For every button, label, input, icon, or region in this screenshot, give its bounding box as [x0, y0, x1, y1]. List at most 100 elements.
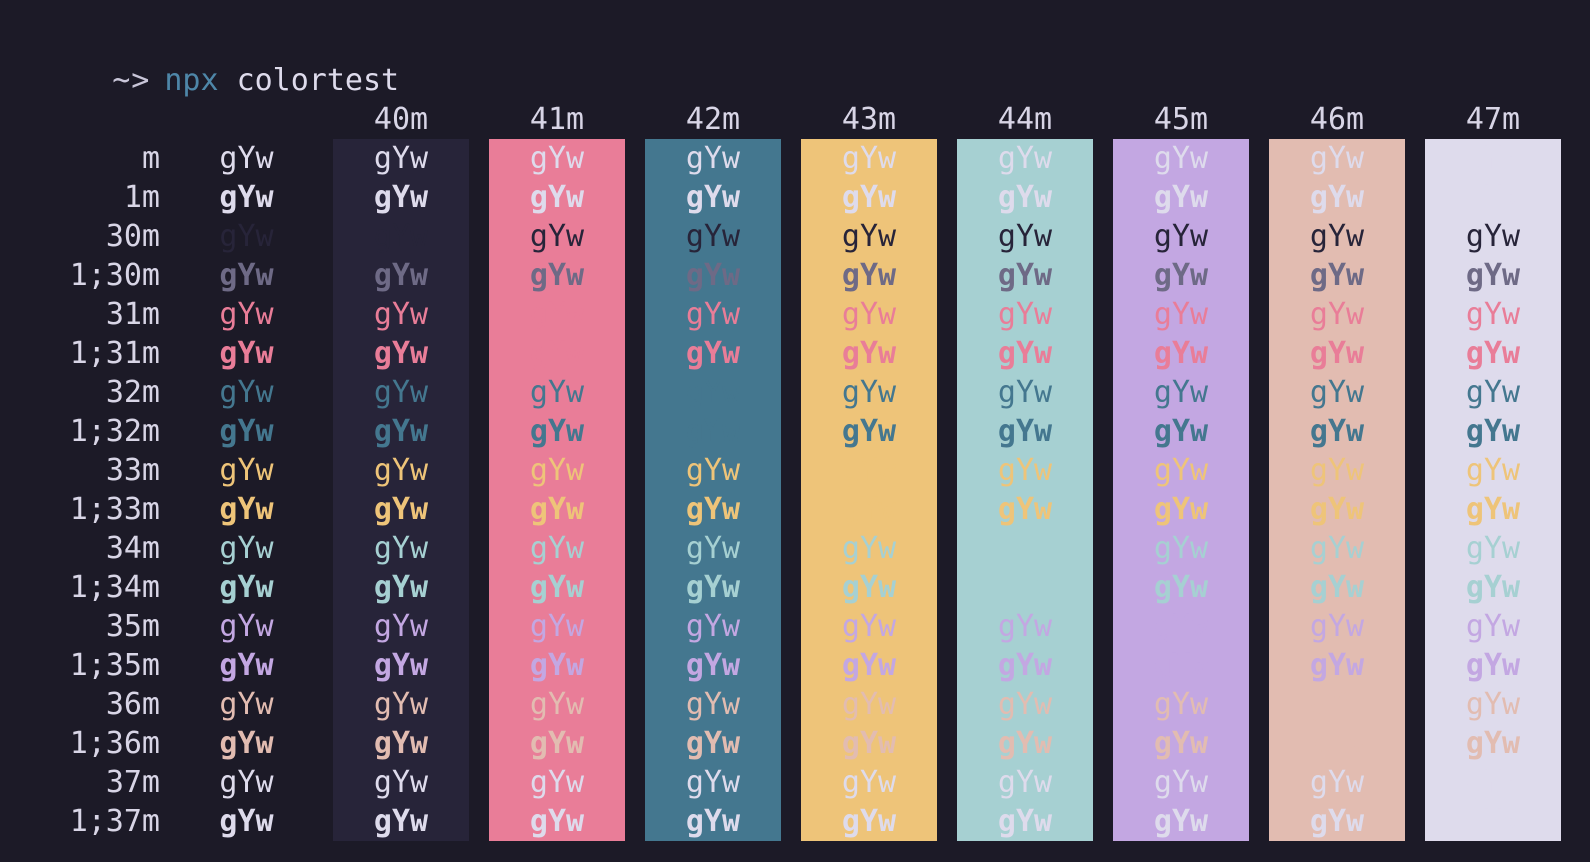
color-row: 1m gYw gYw gYw gYw gYw gYw gYw gYw gYw	[0, 178, 1581, 217]
color-cell: gYw	[645, 295, 781, 334]
color-cell: gYw	[333, 178, 469, 217]
color-cell-wrap: gYw	[1425, 373, 1581, 412]
color-cell-wrap: gYw	[1113, 256, 1269, 295]
color-cell-wrap: gYw	[1113, 685, 1269, 724]
row-label: 34m	[105, 531, 160, 566]
color-cell: gYw	[333, 724, 469, 763]
color-cell-wrap: gYw	[333, 607, 489, 646]
color-cell-wrap: gYw	[957, 763, 1113, 802]
color-cell: gYw	[1269, 178, 1405, 217]
color-cell: gYw	[1269, 256, 1405, 295]
color-cell: gYw	[489, 334, 625, 373]
color-cell-wrap: gYw	[957, 178, 1113, 217]
color-cell-wrap: gYw	[489, 178, 645, 217]
color-cell-wrap: gYw	[333, 178, 489, 217]
color-cell-wrap: gYw	[645, 724, 801, 763]
color-cell: gYw	[1425, 646, 1561, 685]
color-cell-wrap: gYw	[957, 490, 1113, 529]
color-cell-default-bg: gYw	[219, 219, 274, 254]
color-cell-wrap: gYw	[645, 334, 801, 373]
color-cell-wrap: gYw	[333, 451, 489, 490]
color-cell: gYw	[957, 178, 1093, 217]
row-label: 33m	[105, 453, 160, 488]
color-cell-wrap: gYw	[645, 451, 801, 490]
color-cell-wrap: gYw	[1269, 295, 1425, 334]
color-cell-wrap: gYw	[1269, 451, 1425, 490]
color-cell-wrap: gYw	[801, 685, 957, 724]
color-cell-wrap: gYw	[801, 490, 957, 529]
color-cell: gYw	[1269, 412, 1405, 451]
color-cell: gYw	[645, 646, 781, 685]
color-cell-wrap: gYw	[957, 373, 1113, 412]
color-cell-wrap: gYw	[1269, 646, 1425, 685]
color-cell-wrap: gYw	[1113, 178, 1269, 217]
color-cell-wrap: gYw	[957, 646, 1113, 685]
color-cell-wrap: gYw	[801, 256, 957, 295]
color-cell-wrap: gYw	[333, 373, 489, 412]
bg-column-header: 41m	[529, 102, 585, 137]
color-cell: gYw	[1269, 724, 1405, 763]
color-cell-wrap: gYw	[333, 646, 489, 685]
color-cell-wrap: gYw	[1113, 646, 1269, 685]
color-cell-wrap: gYw	[1425, 529, 1581, 568]
color-cell: gYw	[1113, 763, 1249, 802]
color-cell-wrap: gYw	[333, 802, 489, 841]
color-row: 30m gYw gYw gYw gYw gYw gYw gYw gYw gYw	[0, 217, 1581, 256]
color-row: 36m gYw gYw gYw gYw gYw gYw gYw gYw gYw	[0, 685, 1581, 724]
bg-column-header-cell: 40m	[333, 100, 489, 139]
color-cell-wrap: gYw	[801, 529, 957, 568]
color-row: 1;37m gYw gYw gYw gYw gYw gYw gYw gYw gYw	[0, 802, 1581, 841]
color-cell: gYw	[1269, 529, 1405, 568]
color-cell: gYw	[1269, 607, 1405, 646]
color-cell-wrap: gYw	[801, 724, 957, 763]
row-label: 30m	[105, 219, 160, 254]
color-cell-default-bg: gYw	[219, 453, 274, 488]
color-cell: gYw	[801, 295, 937, 334]
color-cell-wrap: gYw	[957, 529, 1113, 568]
color-cell: gYw	[489, 763, 625, 802]
color-cell-wrap: gYw	[801, 607, 957, 646]
color-cell-default-bg: gYw	[219, 258, 274, 293]
row-label: 37m	[105, 765, 160, 800]
color-cell-wrap: gYw	[1113, 568, 1269, 607]
row-label: m	[141, 141, 160, 176]
row-label: 1;33m	[69, 492, 160, 527]
color-cell: gYw	[957, 373, 1093, 412]
color-cell-wrap: gYw	[333, 490, 489, 529]
color-row: m gYw gYw gYw gYw gYw gYw gYw gYw gYw	[0, 139, 1581, 178]
grid-header-row: 40m 41m 42m 43m 44m 45m 46m 47m	[0, 100, 1581, 139]
color-cell: gYw	[645, 256, 781, 295]
color-cell-wrap: gYw	[801, 802, 957, 841]
color-cell-wrap: gYw	[1269, 217, 1425, 256]
color-cell: gYw	[1113, 178, 1249, 217]
bg-column-header-cell: 45m	[1113, 100, 1269, 139]
color-cell-wrap: gYw	[489, 451, 645, 490]
color-cell: gYw	[1425, 412, 1561, 451]
color-cell: gYw	[489, 529, 625, 568]
color-cell: gYw	[957, 646, 1093, 685]
color-cell-wrap: gYw	[1425, 724, 1581, 763]
color-cell: gYw	[801, 646, 937, 685]
color-cell-default-bg: gYw	[219, 531, 274, 566]
color-cell: gYw	[801, 412, 937, 451]
color-cell: gYw	[1113, 451, 1249, 490]
color-cell: gYw	[1113, 607, 1249, 646]
color-cell-default-bg: gYw	[219, 375, 274, 410]
color-cell-wrap: gYw	[1269, 412, 1425, 451]
color-cell-wrap: gYw	[645, 685, 801, 724]
color-cell-wrap: gYw	[1425, 568, 1581, 607]
color-cell-default-bg: gYw	[219, 648, 274, 683]
color-cell: gYw	[1113, 373, 1249, 412]
color-cell-wrap: gYw	[957, 334, 1113, 373]
color-cell-wrap: gYw	[333, 295, 489, 334]
color-cell: gYw	[1113, 217, 1249, 256]
color-cell-wrap: gYw	[1113, 295, 1269, 334]
color-cell-wrap: gYw	[1113, 217, 1269, 256]
color-row: 34m gYw gYw gYw gYw gYw gYw gYw gYw gYw	[0, 529, 1581, 568]
color-cell: gYw	[489, 178, 625, 217]
color-cell-wrap: gYw	[333, 412, 489, 451]
color-cell-wrap: gYw	[645, 256, 801, 295]
color-cell: gYw	[333, 139, 469, 178]
color-cell-wrap: gYw	[801, 568, 957, 607]
